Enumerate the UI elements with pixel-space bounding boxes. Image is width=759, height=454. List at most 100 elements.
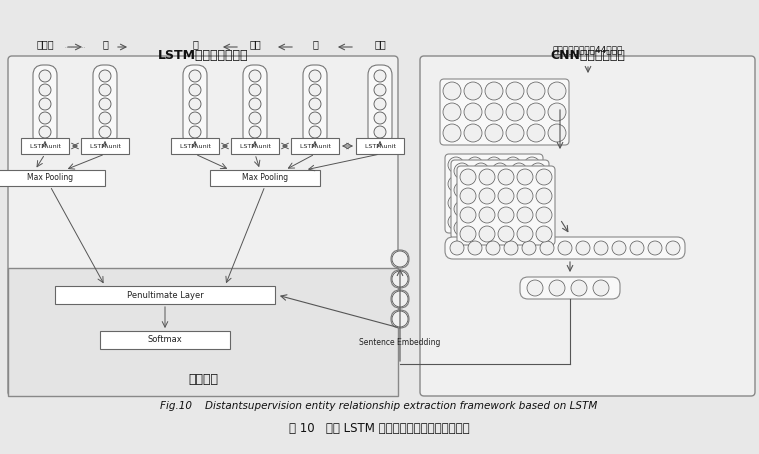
- Circle shape: [454, 163, 470, 179]
- Circle shape: [571, 280, 587, 296]
- FancyBboxPatch shape: [231, 138, 279, 154]
- Circle shape: [392, 291, 408, 307]
- Circle shape: [506, 103, 524, 121]
- Circle shape: [486, 176, 502, 192]
- Text: LSTM unit: LSTM unit: [30, 143, 61, 148]
- Text: Penultimate Layer: Penultimate Layer: [127, 291, 203, 300]
- FancyBboxPatch shape: [391, 310, 409, 328]
- Circle shape: [309, 98, 321, 110]
- Circle shape: [464, 82, 482, 100]
- Circle shape: [99, 84, 111, 96]
- FancyBboxPatch shape: [303, 65, 327, 146]
- Circle shape: [498, 169, 514, 185]
- Circle shape: [492, 163, 508, 179]
- Circle shape: [527, 280, 543, 296]
- Circle shape: [498, 207, 514, 223]
- Text: LSTM unit: LSTM unit: [364, 143, 395, 148]
- FancyBboxPatch shape: [368, 65, 392, 146]
- Circle shape: [593, 280, 609, 296]
- Circle shape: [443, 124, 461, 142]
- Circle shape: [492, 182, 508, 198]
- FancyBboxPatch shape: [451, 160, 549, 239]
- FancyBboxPatch shape: [445, 237, 685, 259]
- Circle shape: [473, 163, 489, 179]
- Circle shape: [99, 126, 111, 138]
- Circle shape: [99, 98, 111, 110]
- Circle shape: [473, 220, 489, 236]
- FancyBboxPatch shape: [81, 138, 129, 154]
- Circle shape: [511, 182, 527, 198]
- Text: LSTM获取方向性信息: LSTM获取方向性信息: [158, 49, 248, 62]
- FancyBboxPatch shape: [55, 286, 275, 304]
- Circle shape: [309, 84, 321, 96]
- Circle shape: [527, 103, 545, 121]
- Circle shape: [374, 70, 386, 82]
- Circle shape: [392, 311, 408, 327]
- Circle shape: [576, 241, 590, 255]
- Circle shape: [249, 84, 261, 96]
- Text: Max Pooling: Max Pooling: [27, 173, 73, 183]
- Circle shape: [594, 241, 608, 255]
- Circle shape: [479, 207, 495, 223]
- Circle shape: [392, 271, 408, 287]
- Text: LSTM unit: LSTM unit: [300, 143, 330, 148]
- FancyBboxPatch shape: [243, 65, 267, 146]
- Circle shape: [443, 103, 461, 121]
- Circle shape: [505, 214, 521, 230]
- Circle shape: [39, 70, 51, 82]
- FancyBboxPatch shape: [0, 170, 105, 186]
- Circle shape: [309, 112, 321, 124]
- Circle shape: [450, 241, 464, 255]
- Text: 的: 的: [312, 39, 318, 49]
- Text: Softmax: Softmax: [147, 336, 182, 345]
- Circle shape: [460, 207, 476, 223]
- Text: 奥巴马是美国的第44届总统: 奥巴马是美国的第44届总统: [553, 45, 623, 54]
- Text: Max Pooling: Max Pooling: [242, 173, 288, 183]
- Circle shape: [467, 195, 483, 211]
- Circle shape: [99, 112, 111, 124]
- Text: Sentence Embedding: Sentence Embedding: [359, 338, 441, 347]
- Text: LSTM unit: LSTM unit: [240, 143, 270, 148]
- Circle shape: [486, 241, 500, 255]
- Circle shape: [648, 241, 662, 255]
- Circle shape: [189, 98, 201, 110]
- FancyBboxPatch shape: [21, 138, 69, 154]
- Text: 总统: 总统: [374, 39, 386, 49]
- Circle shape: [530, 201, 546, 217]
- FancyBboxPatch shape: [8, 56, 398, 396]
- Circle shape: [249, 126, 261, 138]
- Circle shape: [374, 98, 386, 110]
- Circle shape: [467, 157, 483, 173]
- FancyBboxPatch shape: [520, 277, 620, 299]
- Text: 是: 是: [192, 39, 198, 49]
- Circle shape: [448, 195, 464, 211]
- Circle shape: [460, 226, 476, 242]
- Circle shape: [454, 201, 470, 217]
- Circle shape: [517, 207, 533, 223]
- Circle shape: [189, 112, 201, 124]
- Circle shape: [492, 220, 508, 236]
- Circle shape: [39, 126, 51, 138]
- Circle shape: [486, 157, 502, 173]
- Circle shape: [249, 98, 261, 110]
- FancyBboxPatch shape: [210, 170, 320, 186]
- FancyBboxPatch shape: [100, 331, 230, 349]
- Circle shape: [530, 182, 546, 198]
- FancyBboxPatch shape: [183, 65, 207, 146]
- Circle shape: [460, 169, 476, 185]
- FancyBboxPatch shape: [171, 138, 219, 154]
- Circle shape: [39, 84, 51, 96]
- FancyBboxPatch shape: [356, 138, 404, 154]
- Circle shape: [39, 98, 51, 110]
- Circle shape: [448, 157, 464, 173]
- Circle shape: [468, 241, 482, 255]
- Circle shape: [522, 241, 536, 255]
- Circle shape: [536, 226, 552, 242]
- FancyBboxPatch shape: [8, 268, 398, 396]
- Circle shape: [479, 188, 495, 204]
- Circle shape: [505, 195, 521, 211]
- Circle shape: [506, 82, 524, 100]
- Circle shape: [374, 84, 386, 96]
- Text: 是: 是: [102, 39, 108, 49]
- Circle shape: [486, 195, 502, 211]
